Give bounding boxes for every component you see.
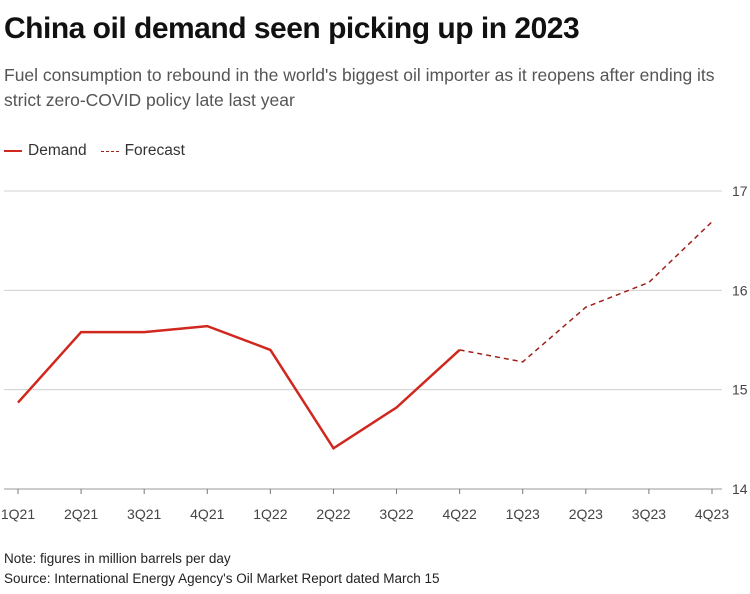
- legend: Demand Forecast: [4, 142, 199, 160]
- y-axis: 14 15 16 17: [732, 183, 748, 497]
- source-note: Source: International Energy Agency's Oi…: [4, 571, 440, 586]
- legend-label-demand: Demand: [28, 142, 87, 159]
- y-tick-label: 17: [732, 183, 748, 199]
- legend-item-forecast: Forecast: [100, 142, 185, 160]
- footnote: Note: figures in million barrels per day: [4, 551, 231, 566]
- legend-item-demand: Demand: [4, 142, 87, 160]
- legend-label-forecast: Forecast: [124, 142, 185, 159]
- x-tick-label: 2Q21: [64, 506, 98, 522]
- x-tick-label: 3Q21: [127, 506, 161, 522]
- demand-line: [17, 324, 461, 451]
- gridlines: [4, 190, 722, 490]
- y-tick-label: 16: [732, 282, 748, 298]
- x-tick-label: 3Q22: [379, 506, 413, 522]
- legend-swatch-demand: [4, 150, 22, 152]
- x-axis: 1Q21 2Q21 3Q21 4Q21 1Q22 2Q22 3Q22 4Q22 1Q23 2Q23…: [1, 489, 729, 522]
- x-tick-label: 2Q22: [316, 506, 350, 522]
- y-tick-label: 14: [732, 481, 748, 497]
- x-tick-label: 1Q23: [506, 506, 540, 522]
- y-tick-label: 15: [732, 382, 748, 398]
- x-tick-label: 1Q21: [1, 506, 35, 522]
- chart-title: China oil demand seen picking up in 2023: [4, 12, 580, 45]
- x-tick-label: 1Q22: [253, 506, 287, 522]
- series-lines: [17, 221, 713, 451]
- chart-subtitle: Fuel consumption to rebound in the world…: [4, 65, 715, 110]
- x-tick-label: 3Q23: [632, 506, 666, 522]
- x-tick-label: 4Q21: [190, 506, 224, 522]
- x-tick-label: 4Q22: [443, 506, 477, 522]
- x-tick-label: 2Q23: [569, 506, 603, 522]
- legend-swatch-forecast: [100, 150, 119, 152]
- forecast-line: [459, 221, 713, 363]
- x-tick-label: 4Q23: [695, 506, 729, 522]
